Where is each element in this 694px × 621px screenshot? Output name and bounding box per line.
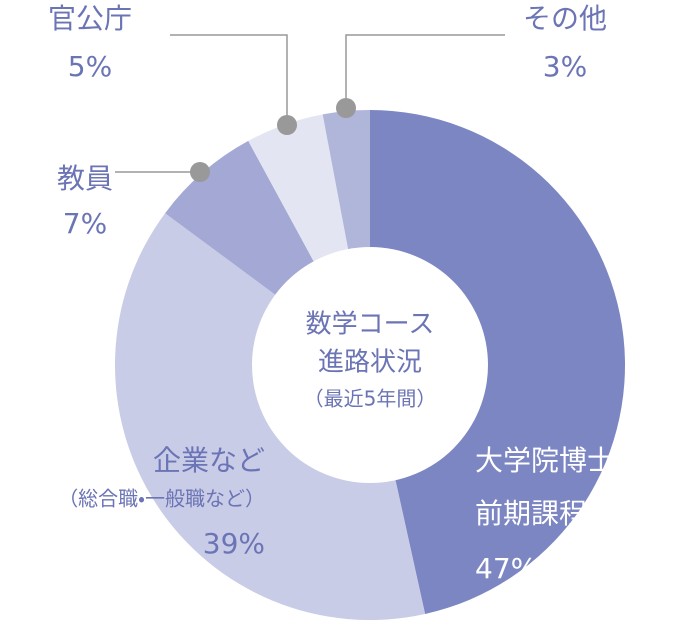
value-label: 3% <box>543 50 587 83</box>
value-label: 39% <box>203 527 265 560</box>
donut-hole <box>252 247 488 483</box>
value-label: 47% <box>475 552 537 585</box>
value-label: 5% <box>68 50 112 83</box>
slice-label: （総合職・一般職など） <box>58 487 265 511</box>
slice-label: その他 <box>523 2 607 35</box>
slice-label: 大学院博士 <box>475 444 615 477</box>
center-title: 数学コース <box>306 310 435 340</box>
slice-label: 企業など <box>153 444 265 477</box>
leader-dot <box>190 162 210 182</box>
leader-line <box>170 34 288 125</box>
slice <box>370 110 625 614</box>
slice-label: 教員 <box>57 162 113 195</box>
leader-dot <box>277 115 297 135</box>
leader-line <box>345 34 505 108</box>
center-subtitle: （最近5年間） <box>304 387 437 411</box>
slice-label: 前期課程 進学 <box>475 497 652 530</box>
slice-label: 官公庁 <box>48 2 132 35</box>
value-label: 7% <box>63 207 107 240</box>
center-title: 進路状況 <box>318 348 422 378</box>
leader-dot <box>336 98 356 118</box>
